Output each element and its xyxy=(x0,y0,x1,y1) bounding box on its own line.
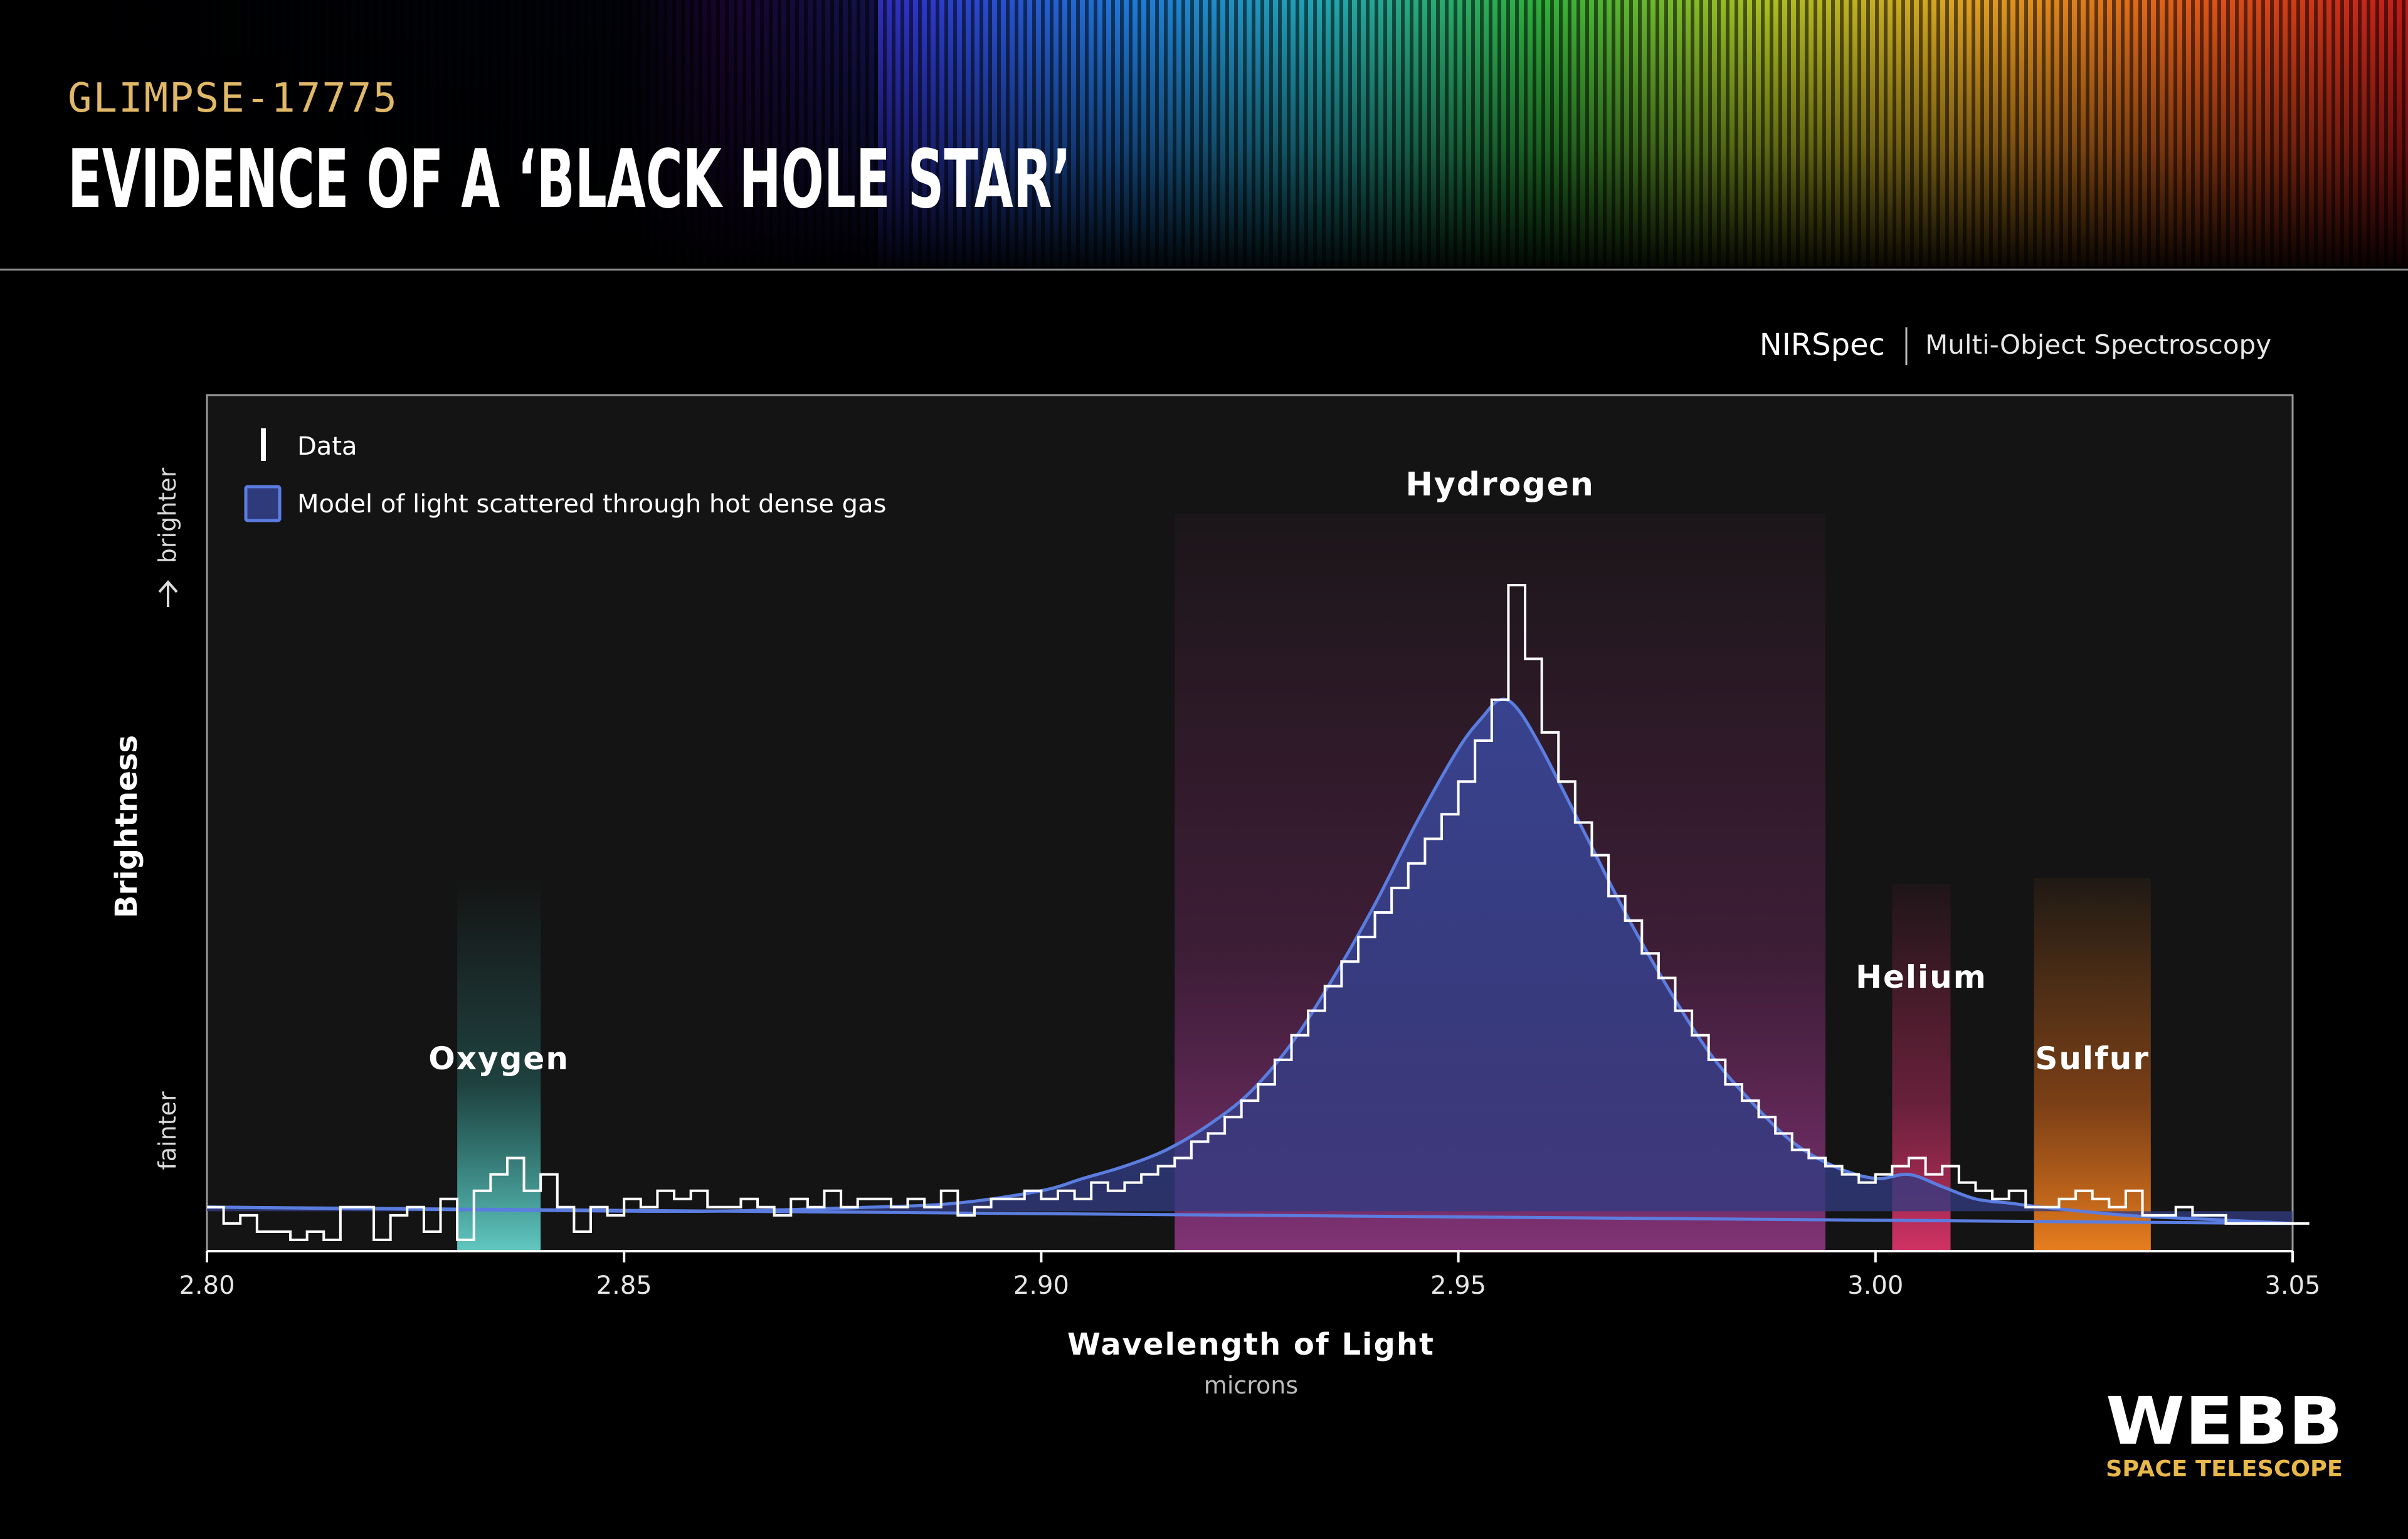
y-axis-low-label: fainter xyxy=(154,1091,181,1170)
arrow-up-icon xyxy=(158,579,178,607)
x-tick-label: 2.80 xyxy=(179,1271,235,1300)
y-axis-label: Brightness xyxy=(109,735,144,918)
model-series xyxy=(206,697,2293,1225)
page-title: EVIDENCE OF A ‘BLACK HOLE STAR’ xyxy=(68,133,1071,226)
y-axis-high-label: brighter xyxy=(154,467,181,563)
x-axis-unit: microns xyxy=(1204,1372,1298,1399)
legend-model-label: Model of light scattered through hot den… xyxy=(297,490,886,519)
x-tick-label: 3.00 xyxy=(1847,1271,1903,1300)
logo-tagline: SPACE TELESCOPE xyxy=(2106,1456,2343,1482)
x-axis-ticks: 2.80 2.85 2.90 2.95 3.00 3.05 xyxy=(179,1251,2321,1300)
data-step-line xyxy=(207,584,2310,1241)
webb-logo: WEBB SPACE TELESCOPE xyxy=(2106,1383,2343,1482)
legend-data-label: Data xyxy=(297,432,357,461)
band-labels: Oxygen Hydrogen Helium Sulfur xyxy=(428,466,2150,1077)
legend-model-swatch xyxy=(244,485,282,522)
model-fill xyxy=(207,699,2293,1224)
instrument-mode: Multi-Object Spectroscopy xyxy=(1925,329,2271,360)
band-label-hydrogen: Hydrogen xyxy=(1405,466,1595,504)
x-axis-label: Wavelength of Light xyxy=(1067,1327,1435,1362)
x-tick-label: 2.90 xyxy=(1013,1271,1069,1300)
x-tick-label: 2.95 xyxy=(1430,1271,1486,1300)
header-spectrum-banner xyxy=(0,0,2408,267)
x-tick-label: 2.85 xyxy=(596,1271,652,1300)
band-label-helium: Helium xyxy=(1856,959,1987,995)
legend: Data Model of light scattered through ho… xyxy=(244,428,886,522)
band-label-oxygen: Oxygen xyxy=(428,1040,569,1077)
band-sulfur xyxy=(2034,878,2151,1251)
logo-wordmark: WEBB xyxy=(2106,1383,2343,1459)
instrument-name: NIRSpec xyxy=(1760,327,1885,362)
band-label-sulfur: Sulfur xyxy=(2035,1040,2150,1077)
x-tick-label: 3.05 xyxy=(2264,1271,2320,1300)
model-continuum-line xyxy=(206,1205,2293,1225)
band-oxygen xyxy=(457,878,541,1251)
data-series xyxy=(207,584,2310,1241)
model-line xyxy=(206,697,2293,1225)
eyebrow-label: GLIMPSE-17775 xyxy=(68,75,398,122)
